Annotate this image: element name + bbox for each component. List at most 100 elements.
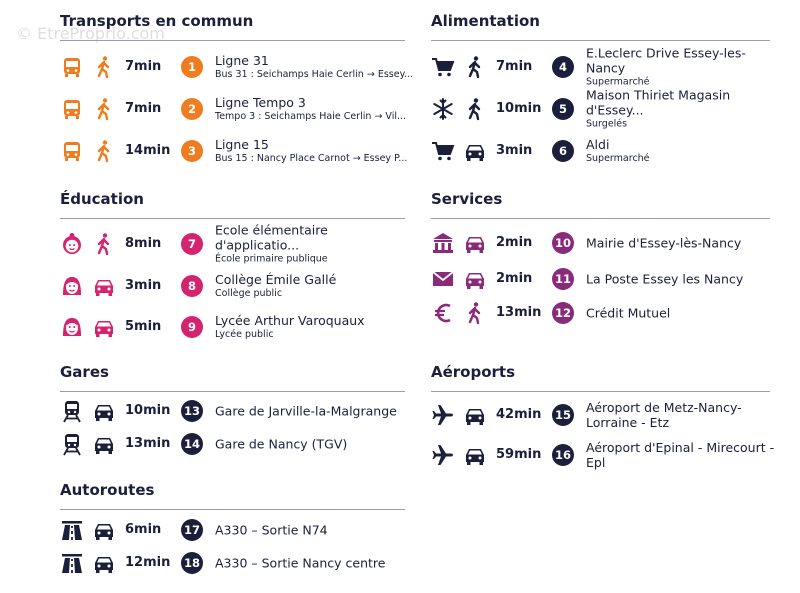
place-text: Mairie d'Essey-lès-Nancy — [586, 236, 776, 251]
place-detail: Lycée public — [215, 329, 274, 340]
travel-time: 2min — [496, 271, 533, 286]
watermark: © EtreProprio.com — [16, 24, 165, 43]
number-badge: 3 — [181, 140, 203, 162]
number-badge: 1 — [181, 56, 203, 78]
number-badge: 5 — [552, 98, 574, 120]
mode-icon — [463, 231, 487, 255]
mode-icon — [92, 274, 116, 298]
place-text: Aldi Supermarché — [586, 137, 776, 165]
mode-icon — [92, 97, 116, 121]
category-icon-svg — [63, 233, 81, 254]
place-text: Aéroport de Metz-Nancy-Lorraine - Etz — [586, 400, 776, 430]
place-name: Lycée Arthur Varoquaux — [215, 313, 365, 328]
category-icon — [431, 231, 455, 255]
mode-icon — [92, 139, 116, 163]
mode-icon — [92, 232, 116, 256]
place-text: Aéroport d'Epinal - Mirecourt - Epl — [586, 440, 776, 470]
mode-icon-svg — [95, 405, 113, 421]
place-name: E.Leclerc Drive Essey-les-Nancy — [586, 45, 746, 76]
travel-time: 12min — [125, 555, 171, 570]
number-badge: 2 — [181, 98, 203, 120]
travel-time: 10min — [125, 403, 171, 418]
travel-time: 7min — [125, 101, 162, 116]
travel-time: 5min — [125, 319, 162, 334]
place-text: A330 – Sortie Nancy centre — [215, 556, 405, 571]
category-icon-svg — [64, 100, 80, 119]
number-badge: 7 — [181, 233, 203, 255]
travel-time: 3min — [125, 278, 162, 293]
place-name: Ligne 31 — [215, 53, 269, 68]
place-text: Gare de Nancy (TGV) — [215, 437, 405, 452]
place-text: Ecole élémentaire d'applicatio... École p… — [215, 223, 405, 266]
number-badge: 13 — [181, 400, 203, 422]
mode-icon — [463, 55, 487, 79]
mode-icon — [463, 301, 487, 325]
category-icon-svg — [62, 521, 82, 540]
number-badge: 18 — [181, 552, 203, 574]
mode-icon — [463, 267, 487, 291]
mode-icon-svg — [466, 409, 484, 425]
category-icon — [60, 55, 84, 79]
mode-icon — [92, 518, 116, 542]
travel-time: 7min — [496, 59, 533, 74]
section-title: Alimentation — [431, 12, 540, 30]
place-detail: Bus 31 : Seichamps Haie Cerlin → Essey..… — [215, 69, 413, 80]
place-text: E.Leclerc Drive Essey-les-Nancy Supermarc… — [586, 46, 776, 89]
place-name: Aéroport de Metz-Nancy-Lorraine - Etz — [586, 400, 742, 430]
number-badge: 17 — [181, 519, 203, 541]
mode-icon — [463, 443, 487, 467]
number-badge: 14 — [181, 433, 203, 455]
number-badge: 11 — [552, 268, 574, 290]
travel-time: 10min — [496, 101, 542, 116]
mode-icon-svg — [468, 56, 481, 79]
mode-icon-svg — [95, 280, 113, 296]
place-name: A330 – Sortie Nancy centre — [215, 555, 386, 571]
section-title: Gares — [60, 363, 109, 381]
travel-time: 2min — [496, 235, 533, 250]
mode-icon — [463, 403, 487, 427]
travel-time: 13min — [125, 436, 171, 451]
travel-time: 14min — [125, 143, 171, 158]
mode-icon-svg — [97, 233, 110, 256]
section-rule — [60, 509, 405, 510]
section-title: Éducation — [60, 190, 144, 208]
section-rule — [431, 218, 770, 219]
travel-time: 42min — [496, 407, 542, 422]
number-badge: 12 — [552, 302, 574, 324]
place-name: Ligne Tempo 3 — [215, 95, 306, 110]
place-detail: Tempo 3 : Seichamps Haie Cerlin → Vil... — [215, 111, 407, 122]
category-icon-svg — [63, 434, 81, 456]
mode-icon — [92, 399, 116, 423]
category-icon — [60, 97, 84, 121]
place-text: Lycée Arthur Varoquaux Lycée public — [215, 313, 405, 341]
number-badge: 9 — [181, 316, 203, 338]
mode-icon-svg — [468, 98, 481, 121]
section-rule — [431, 391, 770, 392]
category-icon — [60, 551, 84, 575]
category-icon — [431, 139, 455, 163]
category-icon-svg — [64, 58, 80, 77]
place-name: La Poste Essey les Nancy — [586, 271, 744, 287]
category-icon — [60, 399, 84, 423]
mode-icon-svg — [97, 56, 110, 79]
place-name: A330 – Sortie N74 — [215, 522, 328, 538]
category-icon — [431, 403, 455, 427]
section-title: Aéroports — [431, 363, 516, 381]
section-title: Autoroutes — [60, 481, 155, 499]
section-title: Services — [431, 190, 503, 208]
mode-icon-svg — [466, 145, 484, 161]
place-name: Ligne 15 — [215, 137, 269, 152]
category-icon-svg — [63, 401, 81, 423]
place-detail: Supermarché — [586, 153, 650, 164]
travel-time: 6min — [125, 522, 162, 537]
number-badge: 4 — [552, 56, 574, 78]
mode-icon-svg — [466, 449, 484, 465]
travel-time: 13min — [496, 305, 542, 320]
place-text: Collège Émile Gallé Collège public — [215, 272, 405, 300]
category-icon — [60, 315, 84, 339]
place-detail: École primaire publique — [215, 253, 328, 265]
place-name: Aldi — [586, 137, 610, 152]
mode-icon-svg — [97, 98, 110, 121]
place-text: Maison Thiriet Magasin d'Essey... Surgelé… — [586, 88, 776, 131]
